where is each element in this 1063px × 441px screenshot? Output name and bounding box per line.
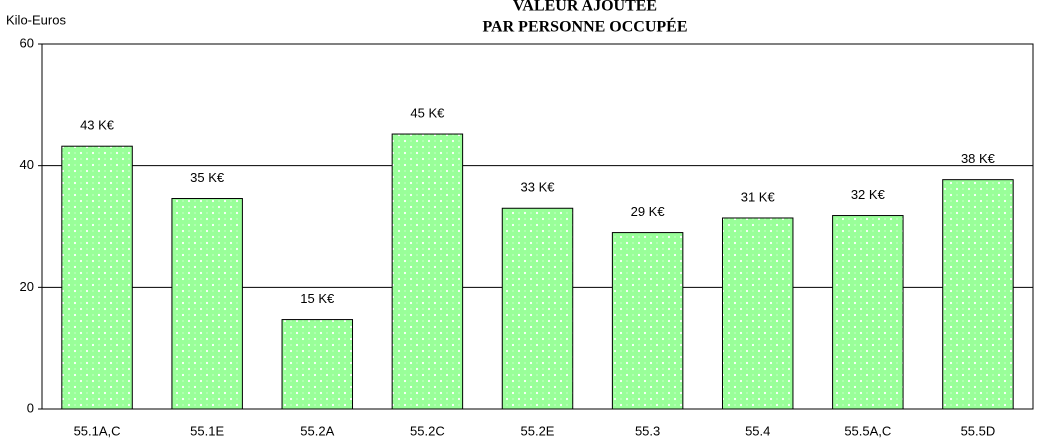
bar — [281, 319, 354, 410]
value-label: 43 K€ — [80, 118, 115, 133]
x-tick-label: 55.4 — [745, 423, 770, 438]
bar — [942, 179, 1014, 410]
bar — [61, 145, 133, 410]
value-label: 33 K€ — [521, 180, 556, 195]
chart-title: VALEUR AJOUTÉE — [513, 0, 657, 15]
bar — [171, 198, 243, 410]
value-label: 35 K€ — [190, 170, 225, 185]
x-tick-label: 55.2A — [300, 423, 334, 438]
y-tick-label: 20 — [20, 279, 34, 294]
chart-title: PAR PERSONNE OCCUPÉE — [482, 17, 687, 36]
x-tick-label: 55.3 — [635, 423, 660, 438]
x-tick-label: 55.5A,C — [844, 423, 891, 438]
x-tick-label: 55.1A,C — [74, 423, 121, 438]
y-tick-label: 40 — [20, 157, 34, 172]
value-label: 38 K€ — [961, 151, 996, 166]
x-tick-label: 55.1E — [190, 423, 224, 438]
bar — [832, 215, 904, 410]
value-label: 15 K€ — [300, 291, 335, 306]
y-tick-label: 60 — [20, 35, 34, 50]
x-tick-label: 55.2C — [410, 423, 445, 438]
bar — [611, 232, 684, 410]
bar — [721, 217, 794, 410]
x-tick-label: 55.5D — [961, 423, 996, 438]
x-tick-label: 55.2E — [521, 423, 555, 438]
y-tick-label: 0 — [27, 400, 34, 415]
value-label: 31 K€ — [741, 189, 776, 204]
value-label: 32 K€ — [851, 187, 886, 202]
y-axis-label: Kilo-Euros — [6, 12, 66, 27]
bar — [391, 133, 464, 410]
value-label: 45 K€ — [410, 105, 445, 120]
value-label: 29 K€ — [631, 204, 666, 219]
bar — [501, 207, 574, 410]
